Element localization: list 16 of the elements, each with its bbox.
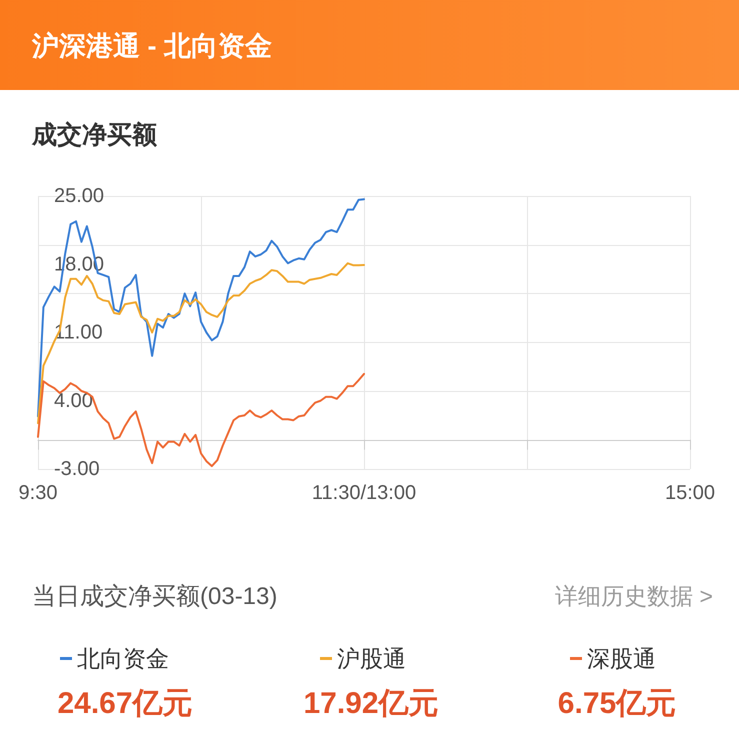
x-tick-label: 15:00 — [664, 482, 716, 504]
legend-label: 沪股通 — [337, 646, 406, 672]
text: 当日成交净买额(03-13) — [32, 582, 278, 612]
legend-label: 北向资金 — [77, 646, 169, 672]
chart-title: 沪深港通 - 北向资金 — [32, 30, 272, 63]
text: 24.67亿元 — [56, 686, 194, 722]
text: 17.92亿元 — [302, 686, 440, 722]
legend-label: 深股通 — [587, 646, 656, 672]
text: 详细历史数据 > — [555, 582, 713, 611]
x-tick-label: 11:30/13:00 — [312, 482, 416, 504]
y-tick-label: 4.00 — [54, 390, 93, 412]
y-tick-label: -3.00 — [54, 458, 100, 480]
x-tick-label: 9:30 — [18, 482, 58, 504]
chart-subtitle: 成交净买额 — [32, 120, 157, 151]
y-tick-label: 25.00 — [54, 185, 104, 207]
text: 6.75亿元 — [556, 686, 678, 722]
